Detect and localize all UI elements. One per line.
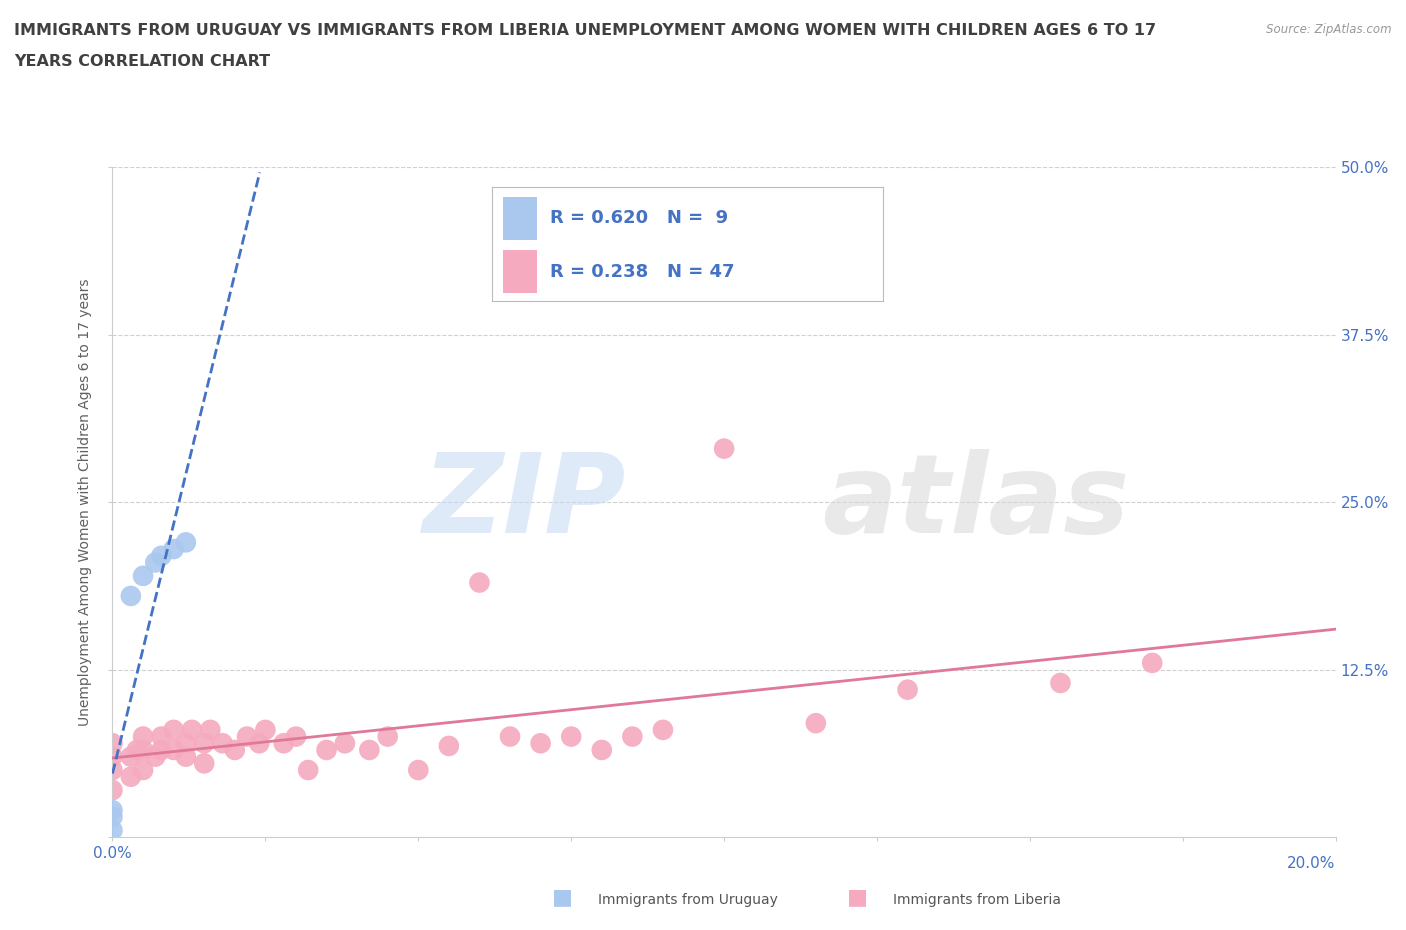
Point bbox=[333, 736, 356, 751]
Point bbox=[499, 729, 522, 744]
Point bbox=[174, 750, 197, 764]
Point bbox=[377, 729, 399, 744]
Point bbox=[181, 723, 204, 737]
Text: Immigrants from Liberia: Immigrants from Liberia bbox=[893, 893, 1060, 907]
Point bbox=[254, 723, 277, 737]
Point bbox=[897, 683, 920, 698]
Point bbox=[1049, 675, 1071, 690]
Point bbox=[150, 729, 173, 744]
Text: atlas: atlas bbox=[823, 448, 1129, 556]
Text: YEARS CORRELATION CHART: YEARS CORRELATION CHART bbox=[14, 54, 270, 69]
Point bbox=[236, 729, 259, 744]
Point bbox=[101, 809, 124, 824]
Point bbox=[224, 742, 246, 757]
Point bbox=[273, 736, 295, 751]
Point bbox=[163, 742, 186, 757]
Point bbox=[143, 750, 166, 764]
Point bbox=[1142, 656, 1164, 671]
Text: ZIP: ZIP bbox=[423, 448, 626, 556]
Point bbox=[193, 756, 215, 771]
Point bbox=[408, 763, 430, 777]
Point bbox=[150, 549, 173, 564]
Text: R = 0.238   N = 47: R = 0.238 N = 47 bbox=[550, 262, 735, 281]
Point bbox=[143, 555, 166, 570]
Point bbox=[120, 589, 142, 604]
Point bbox=[200, 723, 222, 737]
Point bbox=[652, 723, 675, 737]
Point bbox=[150, 742, 173, 757]
Text: ■: ■ bbox=[553, 886, 572, 907]
Point bbox=[804, 716, 827, 731]
Point bbox=[132, 729, 155, 744]
Point bbox=[359, 742, 381, 757]
Point bbox=[247, 736, 270, 751]
Text: IMMIGRANTS FROM URUGUAY VS IMMIGRANTS FROM LIBERIA UNEMPLOYMENT AMONG WOMEN WITH: IMMIGRANTS FROM URUGUAY VS IMMIGRANTS FR… bbox=[14, 23, 1156, 38]
Point bbox=[621, 729, 644, 744]
Point bbox=[101, 736, 124, 751]
Point bbox=[125, 742, 148, 757]
Point bbox=[174, 736, 197, 751]
Point bbox=[163, 541, 186, 556]
Point bbox=[101, 783, 124, 798]
Text: Source: ZipAtlas.com: Source: ZipAtlas.com bbox=[1267, 23, 1392, 36]
Point bbox=[132, 742, 155, 757]
Point bbox=[101, 823, 124, 838]
Point bbox=[174, 535, 197, 550]
Y-axis label: Unemployment Among Women with Children Ages 6 to 17 years: Unemployment Among Women with Children A… bbox=[79, 278, 93, 726]
Point bbox=[101, 763, 124, 777]
Text: 20.0%: 20.0% bbox=[1288, 856, 1336, 870]
Text: R = 0.620   N =  9: R = 0.620 N = 9 bbox=[550, 209, 728, 227]
Point bbox=[713, 441, 735, 456]
Point bbox=[132, 568, 155, 583]
Point bbox=[101, 750, 124, 764]
Point bbox=[315, 742, 337, 757]
Point bbox=[468, 575, 491, 590]
Text: ■: ■ bbox=[848, 886, 868, 907]
Point bbox=[120, 769, 142, 784]
Point bbox=[211, 736, 233, 751]
Point bbox=[193, 736, 215, 751]
Point bbox=[560, 729, 582, 744]
Point bbox=[297, 763, 319, 777]
Point bbox=[284, 729, 308, 744]
Point bbox=[101, 803, 124, 817]
Point bbox=[163, 723, 186, 737]
Point bbox=[132, 763, 155, 777]
Bar bbox=[503, 196, 537, 240]
Text: Immigrants from Uruguay: Immigrants from Uruguay bbox=[598, 893, 778, 907]
Bar bbox=[503, 250, 537, 293]
Point bbox=[120, 750, 142, 764]
Point bbox=[530, 736, 553, 751]
Point bbox=[591, 742, 613, 757]
Point bbox=[437, 738, 460, 753]
